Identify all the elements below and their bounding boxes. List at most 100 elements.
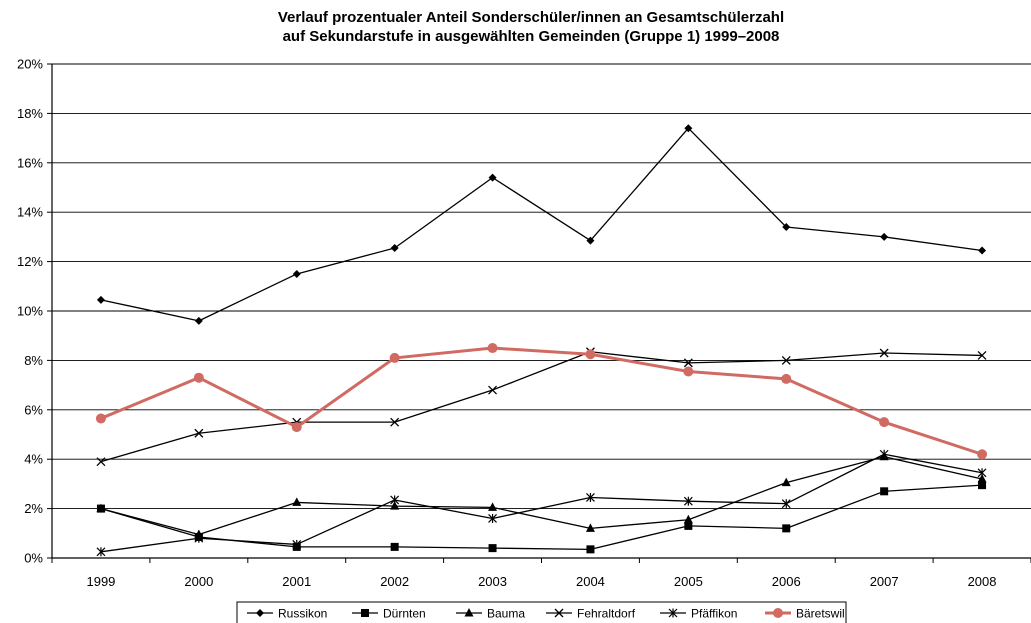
y-tick-label: 10% — [17, 304, 43, 319]
data-point — [586, 545, 595, 554]
data-point — [978, 246, 987, 255]
data-point — [879, 348, 889, 358]
data-point — [781, 355, 791, 365]
data-point — [879, 417, 890, 428]
legend-item: Pfäffikon — [660, 607, 737, 621]
gridlines — [51, 63, 1031, 559]
data-point — [95, 413, 106, 424]
legend-item: Fehraltdorf — [546, 607, 636, 621]
y-tick-label: 0% — [24, 551, 43, 566]
data-point — [683, 366, 694, 377]
series-pf-ffikon — [96, 449, 987, 557]
data-point — [781, 499, 791, 509]
data-point — [194, 316, 203, 325]
y-tick-label: 6% — [24, 402, 43, 417]
data-point — [880, 232, 889, 241]
y-tick-label: 16% — [17, 155, 43, 170]
data-point — [488, 513, 497, 523]
y-tick-label: 12% — [17, 254, 43, 269]
data-point — [977, 473, 987, 483]
data-point — [390, 501, 400, 510]
data-point — [292, 497, 302, 506]
data-point — [782, 223, 791, 232]
y-tick-label: 18% — [17, 106, 43, 121]
x-tick-label: 2005 — [674, 574, 703, 589]
legend-marker — [361, 609, 369, 617]
x-tick-label: 2003 — [478, 574, 507, 589]
data-point — [96, 457, 106, 467]
data-point — [683, 358, 693, 368]
data-point — [390, 417, 400, 427]
data-point — [977, 351, 987, 360]
data-point — [193, 372, 204, 383]
legend-box — [236, 601, 847, 623]
legend-label: Bauma — [487, 607, 525, 621]
y-tick-label: 20% — [17, 57, 43, 72]
data-point — [389, 352, 400, 363]
x-tick-label: 2006 — [772, 574, 801, 589]
data-point — [683, 496, 693, 506]
legend: Russikon Dürnten Bauma Fehraltdorf Pfäffikon… — [236, 601, 847, 623]
data-point — [978, 481, 987, 490]
data-point — [487, 343, 498, 354]
x-tick-label: 2000 — [184, 574, 213, 589]
legend-marker — [464, 608, 474, 617]
data-point — [194, 428, 204, 438]
series-line — [100, 346, 983, 456]
y-tick-label: 2% — [24, 501, 43, 516]
y-tick-label: 14% — [17, 205, 43, 220]
series-line — [100, 453, 983, 553]
data-point — [585, 349, 596, 360]
data-point — [977, 468, 987, 478]
data-point — [96, 295, 105, 304]
data-point — [781, 477, 791, 487]
x-tick-label: 2008 — [968, 574, 997, 589]
data-point — [684, 124, 693, 133]
legend-marker — [256, 609, 264, 617]
legend-label: Russikon — [278, 607, 327, 621]
series-line — [100, 351, 983, 463]
data-point — [96, 547, 106, 557]
data-point — [194, 533, 204, 543]
series-line — [100, 127, 983, 322]
series-bauma — [96, 451, 987, 539]
data-point — [782, 524, 791, 533]
legend-marker — [773, 608, 783, 618]
series-russikon — [96, 124, 987, 325]
data-point — [879, 449, 889, 459]
legend-item: Bäretswil — [765, 607, 845, 621]
x-axis-ticks: 1999 2000 2001 2002 2003 2004 2005 2006 2007 2008 — [51, 558, 1031, 589]
data-point — [586, 236, 595, 245]
legend-label: Bäretswil — [796, 607, 845, 621]
chart-title: Verlauf prozentualer Anteil Sonderschüle… — [278, 9, 784, 26]
legend-item: Bauma — [456, 607, 525, 621]
y-tick-label: 8% — [24, 353, 43, 368]
y-axis-ticks: 0% 2% 4% 6% 8% 10% 12% 14% 16% 18% 20% — [17, 57, 52, 566]
x-tick-label: 2002 — [380, 574, 409, 589]
y-tick-label: 4% — [24, 452, 43, 467]
x-tick-label: 2001 — [282, 574, 311, 589]
data-point — [585, 523, 595, 532]
legend-item: Dürnten — [352, 607, 426, 621]
legend-marker — [554, 608, 564, 618]
data-point — [684, 521, 693, 530]
series-b-retswil — [95, 343, 988, 460]
legend-marker — [668, 608, 678, 618]
data-point — [586, 492, 595, 502]
data-point — [683, 514, 693, 524]
x-tick-label: 1999 — [86, 574, 115, 589]
data-point — [488, 385, 498, 395]
data-point — [291, 422, 302, 433]
data-point — [488, 502, 498, 511]
data-point — [96, 503, 106, 513]
series-group — [95, 124, 988, 557]
x-tick-label: 2004 — [576, 574, 605, 589]
data-point — [390, 495, 400, 505]
x-tick-label: 2007 — [870, 574, 899, 589]
data-point — [390, 542, 399, 551]
data-point — [390, 244, 399, 253]
data-point — [977, 449, 988, 460]
data-point — [880, 487, 889, 496]
data-point — [292, 269, 301, 278]
